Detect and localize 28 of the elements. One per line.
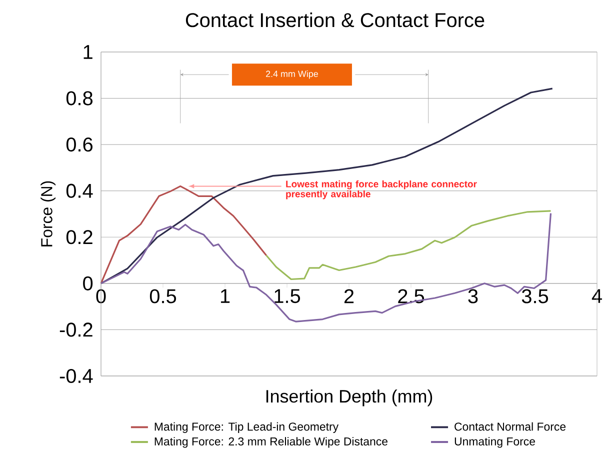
legend-label: Contact Normal Force: [454, 422, 566, 431]
annotation: 2.4 mm Wipe: [266, 70, 318, 79]
x-axis-title: Insertion Depth (mm): [266, 390, 432, 406]
x-tick-label: 3: [468, 289, 478, 304]
x-tick-label: 3.5: [522, 289, 548, 304]
y-tick-label: 0.4: [66, 184, 93, 198]
x-tick-label: 4: [592, 289, 602, 303]
y-axis-title: Force (N): [40, 181, 56, 246]
line-series: [100, 185, 268, 284]
y-tick-label: 0.6: [66, 138, 92, 152]
chart-title: Contact Insertion & Contact Force: [186, 12, 484, 28]
legend-label: Mating Force: Tip Lead-in Geometry: [154, 422, 339, 433]
y-tick-label: 0.8: [66, 91, 92, 106]
legend-label: Mating Force: 2.3 mm Reliable Wipe Distance: [154, 437, 388, 448]
legend-label: Unmating Force: [454, 437, 535, 448]
y-tick-label: -0.4: [60, 368, 93, 384]
x-tick-label: 0: [96, 289, 106, 304]
x-tick-label: 1.5: [274, 289, 300, 304]
annotation: Lowest mating force backplane connector presently available: [286, 180, 477, 200]
line-series: [266, 210, 552, 280]
y-tick-label: 0.2: [66, 230, 92, 244]
x-tick-label: 2: [344, 289, 354, 304]
line-series: [100, 88, 554, 284]
y-tick-label: -0.2: [60, 322, 92, 337]
x-tick-label: 1: [220, 289, 230, 303]
y-tick-label: 1: [84, 45, 92, 59]
x-tick-label: 0.5: [150, 289, 176, 304]
y-tick-label: 0: [83, 276, 93, 290]
